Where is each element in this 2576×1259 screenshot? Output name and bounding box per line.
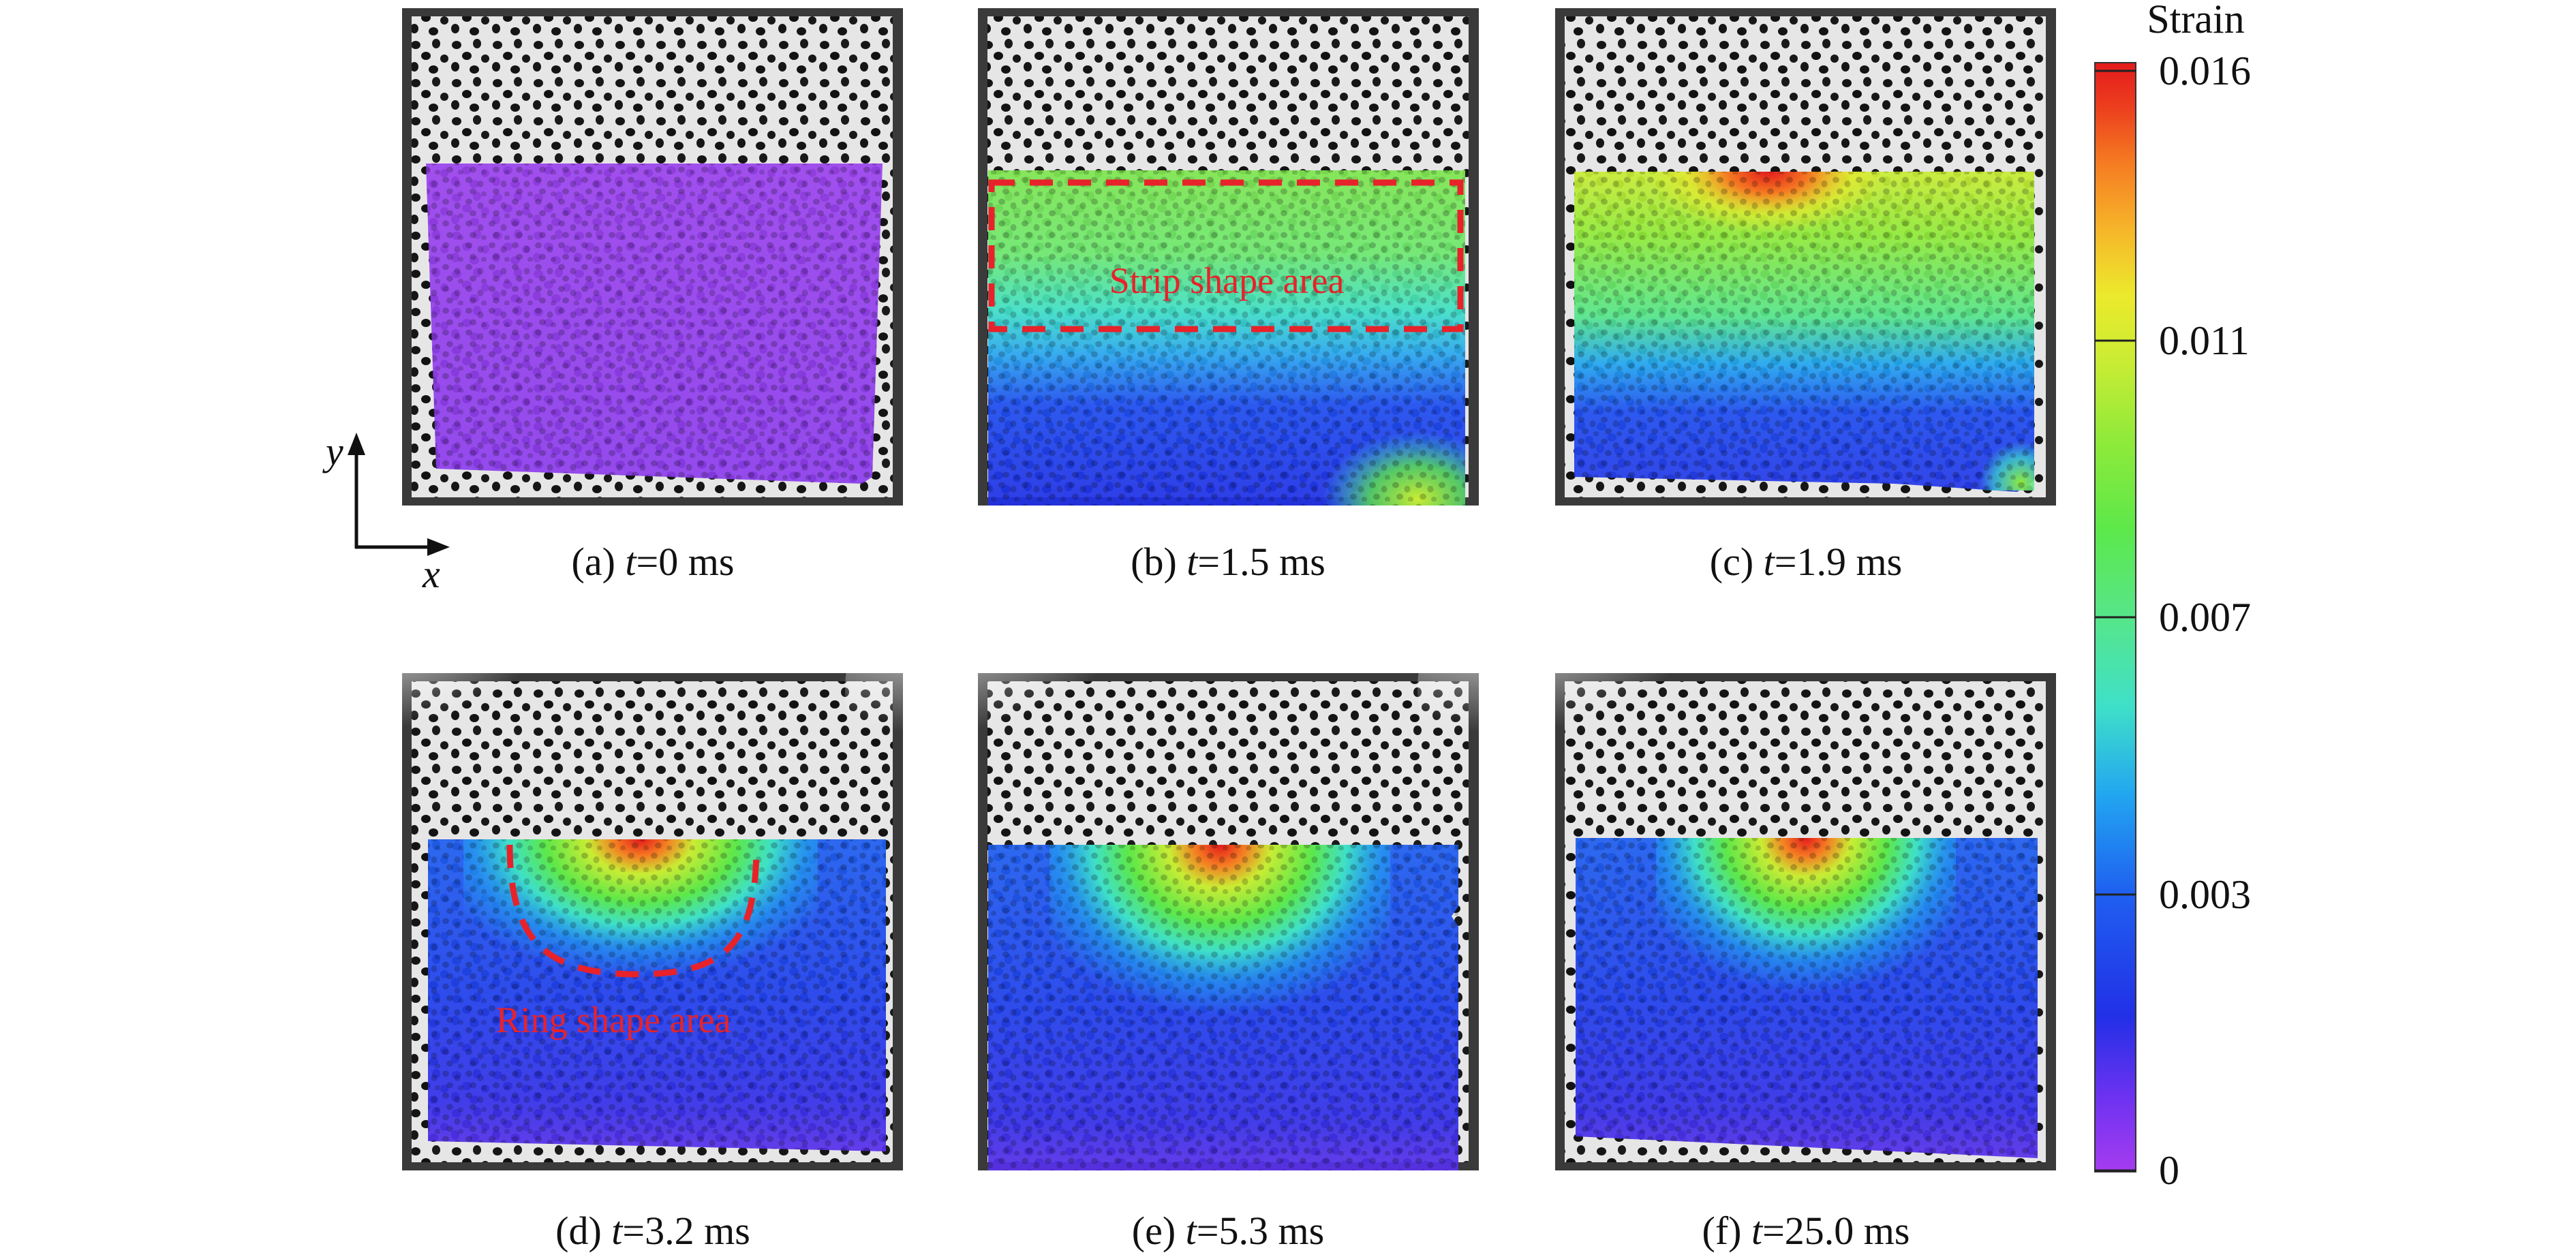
caption-e: (e) t=5.3 ms	[1132, 1209, 1324, 1253]
caption-b: (b) t=1.5 ms	[1131, 540, 1325, 584]
strip-area-label: Strip shape area	[1109, 260, 1345, 301]
strain-speckle	[1576, 838, 2038, 1158]
ring-area-outline	[506, 844, 760, 978]
panel-d: Ring shape area	[300, 552, 903, 1170]
strain-speckle	[988, 170, 1465, 506]
y-axis-label: y	[322, 429, 343, 473]
strain-speckle	[428, 839, 886, 1151]
panel-f	[1417, 538, 2056, 1170]
strain-speckle	[426, 164, 883, 484]
glare	[845, 538, 1254, 838]
strain-speckle	[1574, 172, 2034, 492]
caption-a: (a) t=0 ms	[572, 540, 735, 584]
panel-a	[402, 8, 903, 506]
caption-d: (d) t=3.2 ms	[555, 1209, 750, 1253]
strain-speckle	[988, 845, 1458, 1170]
panel-e	[845, 538, 1479, 1170]
colorbar-title: Strain	[2147, 0, 2244, 42]
colorbar-tick-label: 0.003	[2159, 872, 2251, 917]
colorbar-tick-label: 0	[2159, 1148, 2179, 1193]
colorbar-tick-label: 0.007	[2159, 595, 2251, 640]
strip-area-outline	[988, 179, 1464, 332]
y-arrowhead	[348, 433, 365, 455]
glare	[300, 552, 654, 824]
colorbar: Strain 0.016 0.011 0.007 0.003 0	[2094, 0, 2251, 1193]
panel-c	[1555, 8, 2056, 506]
axes-indicator: y x	[322, 429, 450, 596]
caption-f: (f) t=25.0 ms	[1702, 1209, 1910, 1253]
panel-b: Strip shape area	[978, 8, 1479, 506]
x-axis-label: x	[422, 552, 440, 596]
colorbar-tick-label: 0.011	[2159, 318, 2250, 363]
ring-area-label: Ring shape area	[496, 999, 731, 1040]
x-arrowhead	[427, 538, 450, 556]
caption-c: (c) t=1.9 ms	[1710, 540, 1902, 584]
glare	[1417, 538, 1826, 838]
colorbar-tick-label: 0.016	[2159, 48, 2251, 93]
